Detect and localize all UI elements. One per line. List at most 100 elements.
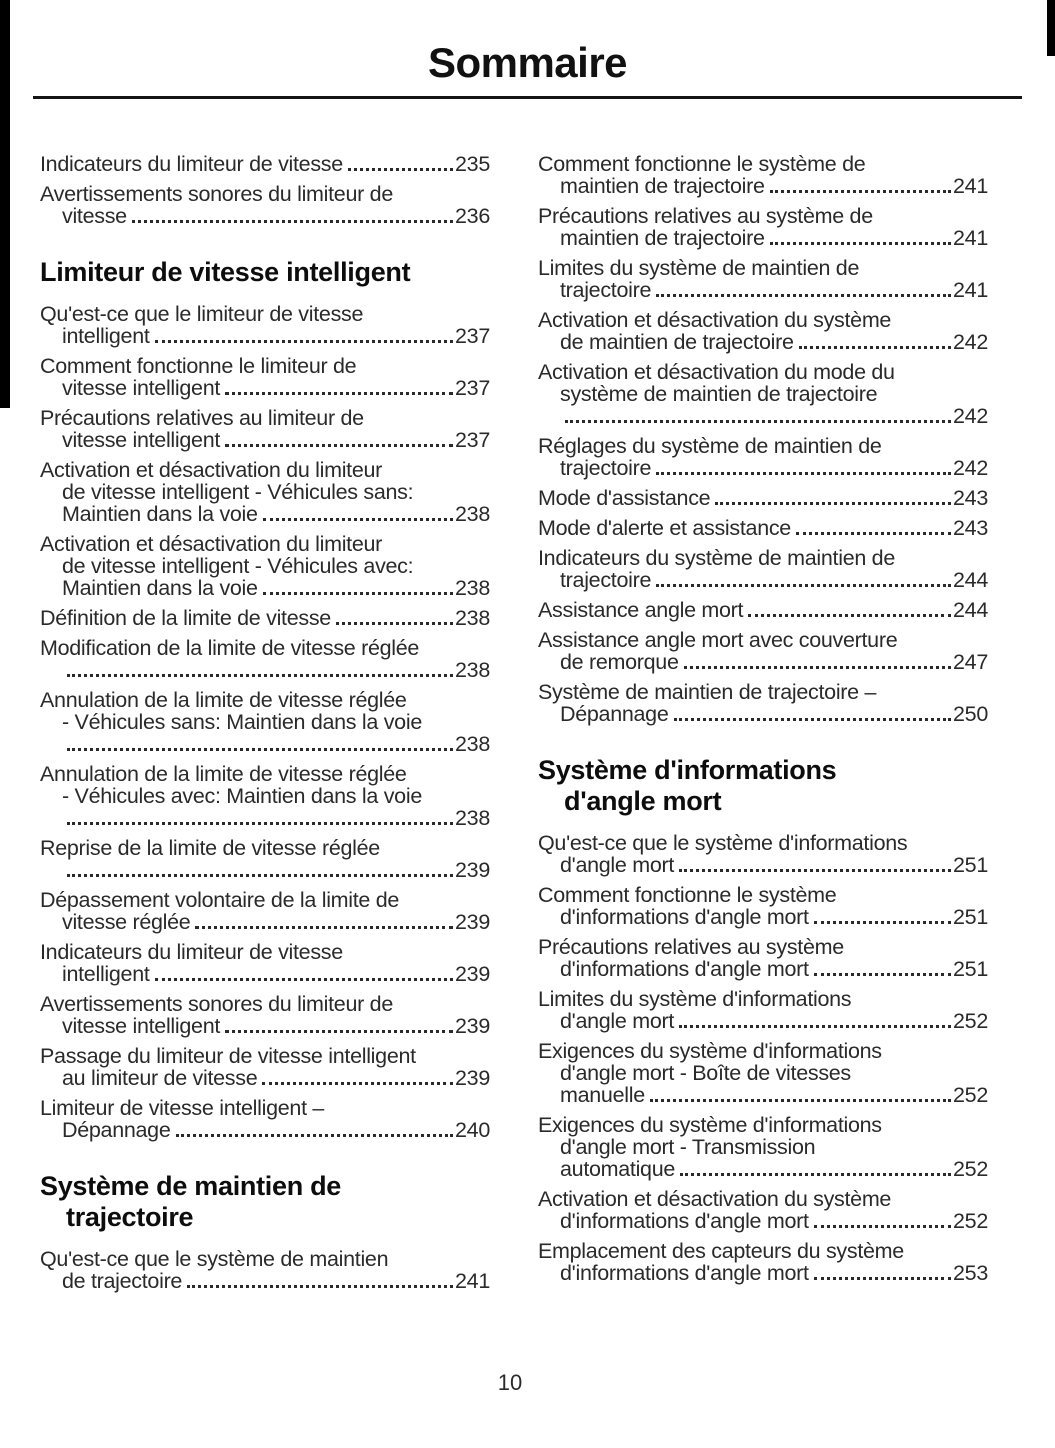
page-ref: 237 [455,428,490,452]
dot-leader-icon [798,346,952,349]
toc-entry-line: Définition de la limite de vitesse [40,606,331,630]
title-divider [33,96,1022,99]
toc-entry-leader: 239 [40,859,490,881]
toc-entry-line: Annulation de la limite de vitesse réglé… [40,688,407,712]
toc-entry-leader: d'angle mort 251 [538,854,988,876]
dot-leader-icon [813,973,952,976]
page-ref: 240 [455,1118,490,1142]
toc-entry: Activation et désactivation du système de… [538,309,988,353]
dot-leader-icon [154,978,454,981]
toc-entry-leader: d'informations d'angle mort 251 [538,906,988,928]
page-ref: 238 [455,502,490,526]
toc-entry-line: vitesse intelligent [62,376,221,400]
toc-column-left: Indicateurs du limiteur de vitesse 235 Ave… [40,153,490,1300]
toc-entry-line: trajectoire [560,278,652,302]
page-ref: 251 [953,853,988,877]
dot-leader-icon [195,926,454,929]
toc-entry-line: Avertissements sonores du limiteur de [40,992,393,1016]
toc-entry-leader: vitesse 236 [40,205,490,227]
toc-entry-leader: intelligent 237 [40,325,490,347]
page-ref: 238 [455,658,490,682]
toc-entry-leader: 238 [40,807,490,829]
page-ref: 243 [953,516,988,540]
toc-entry: Réglages du système de maintien de trajec… [538,435,988,479]
dot-leader-icon [67,874,454,877]
toc-entry: Indicateurs du système de maintien de tra… [538,547,988,591]
page-ref: 241 [953,278,988,302]
toc-entry-line: Dépannage [62,1118,171,1142]
toc-entry-line: Qu'est-ce que le système de maintien [40,1247,389,1271]
toc-entry-line: manuelle [560,1083,645,1107]
toc-entry-line: maintien de trajectoire [560,226,765,250]
toc-entry-line: Activation et désactivation du limiteur [40,458,383,482]
page-ref: 241 [953,174,988,198]
toc-entry: Limites du système de maintien de traject… [538,257,988,301]
toc-entry-line: intelligent [62,962,150,986]
page-ref: 239 [455,962,490,986]
toc-entry: Annulation de la limite de vitesse réglé… [40,763,490,829]
page-ref: 241 [455,1269,490,1293]
dot-leader-icon [683,666,952,669]
dot-leader-icon [347,168,454,171]
toc-entry-line: vitesse [62,204,127,228]
toc-entry-line: Activation et désactivation du système [538,1187,892,1211]
dot-leader-icon [67,822,454,825]
page-ref: 242 [953,330,988,354]
dot-leader-icon [131,220,454,223]
dot-leader-icon [656,294,952,297]
toc-entry: Précautions relatives au limiteur de vite… [40,407,490,451]
toc-entry: Activation et désactivation du limiteur d… [40,533,490,599]
toc-entry-leader: 238 [40,659,490,681]
page-ref: 252 [953,1083,988,1107]
toc-entry-line: d'angle mort - Boîte de vitesses [560,1061,851,1085]
dot-leader-icon [649,1099,952,1102]
page-number: 10 [497,1370,523,1395]
toc-entry-line: vitesse intelligent [62,428,221,452]
toc-entry-line: Comment fonctionne le limiteur de [40,354,357,378]
dot-leader-icon [656,472,952,475]
toc-entry: Mode d'assistance 243 [538,487,988,509]
toc-entry: Reprise de la limite de vitesse réglée 23… [40,837,490,881]
toc-entry: Comment fonctionne le limiteur de vitesse… [40,355,490,399]
toc-entry-leader: Indicateurs du limiteur de vitesse 235 [40,153,490,175]
toc-entry-line: Maintien dans la voie [62,502,258,526]
toc-entry-line: Assistance angle mort avec couverture [538,628,898,652]
toc-columns: Indicateurs du limiteur de vitesse 235 Ave… [0,99,1055,1300]
toc-entry-line: Limites du système de maintien de [538,256,860,280]
right-edge-scan-artifact [1047,0,1055,56]
dot-leader-icon [225,1030,454,1033]
toc-entry: Qu'est-ce que le limiteur de vitesse inte… [40,303,490,347]
toc-entry: Qu'est-ce que le système d'informations d… [538,832,988,876]
toc-entry-line: Exigences du système d'informations [538,1113,882,1137]
toc-entry-line: Qu'est-ce que le limiteur de vitesse [40,302,364,326]
page-ref: 239 [455,1014,490,1038]
toc-entry-line: Dépassement volontaire de la limite de [40,888,400,912]
toc-entry: Comment fonctionne le système d'informati… [538,884,988,928]
toc-entry: Passage du limiteur de vitesse intellige… [40,1045,490,1089]
toc-entry-leader: Dépannage 240 [40,1119,490,1141]
toc-entry-leader: d'informations d'angle mort 253 [538,1262,988,1284]
toc-entry-line: Activation et désactivation du mode du [538,360,895,384]
page-ref: 243 [953,486,988,510]
toc-entry-leader: intelligent 239 [40,963,490,985]
page-ref: 241 [953,226,988,250]
toc-entry-line: Exigences du système d'informations [538,1039,882,1063]
toc-entry: Emplacement des capteurs du système d'inf… [538,1240,988,1284]
dot-leader-icon [225,444,454,447]
toc-entry-line: trajectoire [560,456,652,480]
page-ref: 252 [953,1009,988,1033]
dot-leader-icon [679,869,952,872]
page-ref: 251 [953,905,988,929]
dot-leader-icon [680,1173,952,1176]
toc-entry-line: de vitesse intelligent - Véhicules avec: [62,554,414,578]
toc-entry-leader: Maintien dans la voie 238 [40,577,490,599]
toc-entry-line: Modification de la limite de vitesse rég… [40,636,420,660]
toc-entry-line: d'angle mort [560,1009,675,1033]
toc-entry: Activation et désactivation du mode du sy… [538,361,988,427]
toc-entry-line: Assistance angle mort [538,598,744,622]
toc-entry-line: Indicateurs du système de maintien de [538,546,895,570]
toc-entry-leader: d'informations d'angle mort 252 [538,1210,988,1232]
toc-entry: Exigences du système d'informations d'ang… [538,1114,988,1180]
page-ref: 238 [455,806,490,830]
